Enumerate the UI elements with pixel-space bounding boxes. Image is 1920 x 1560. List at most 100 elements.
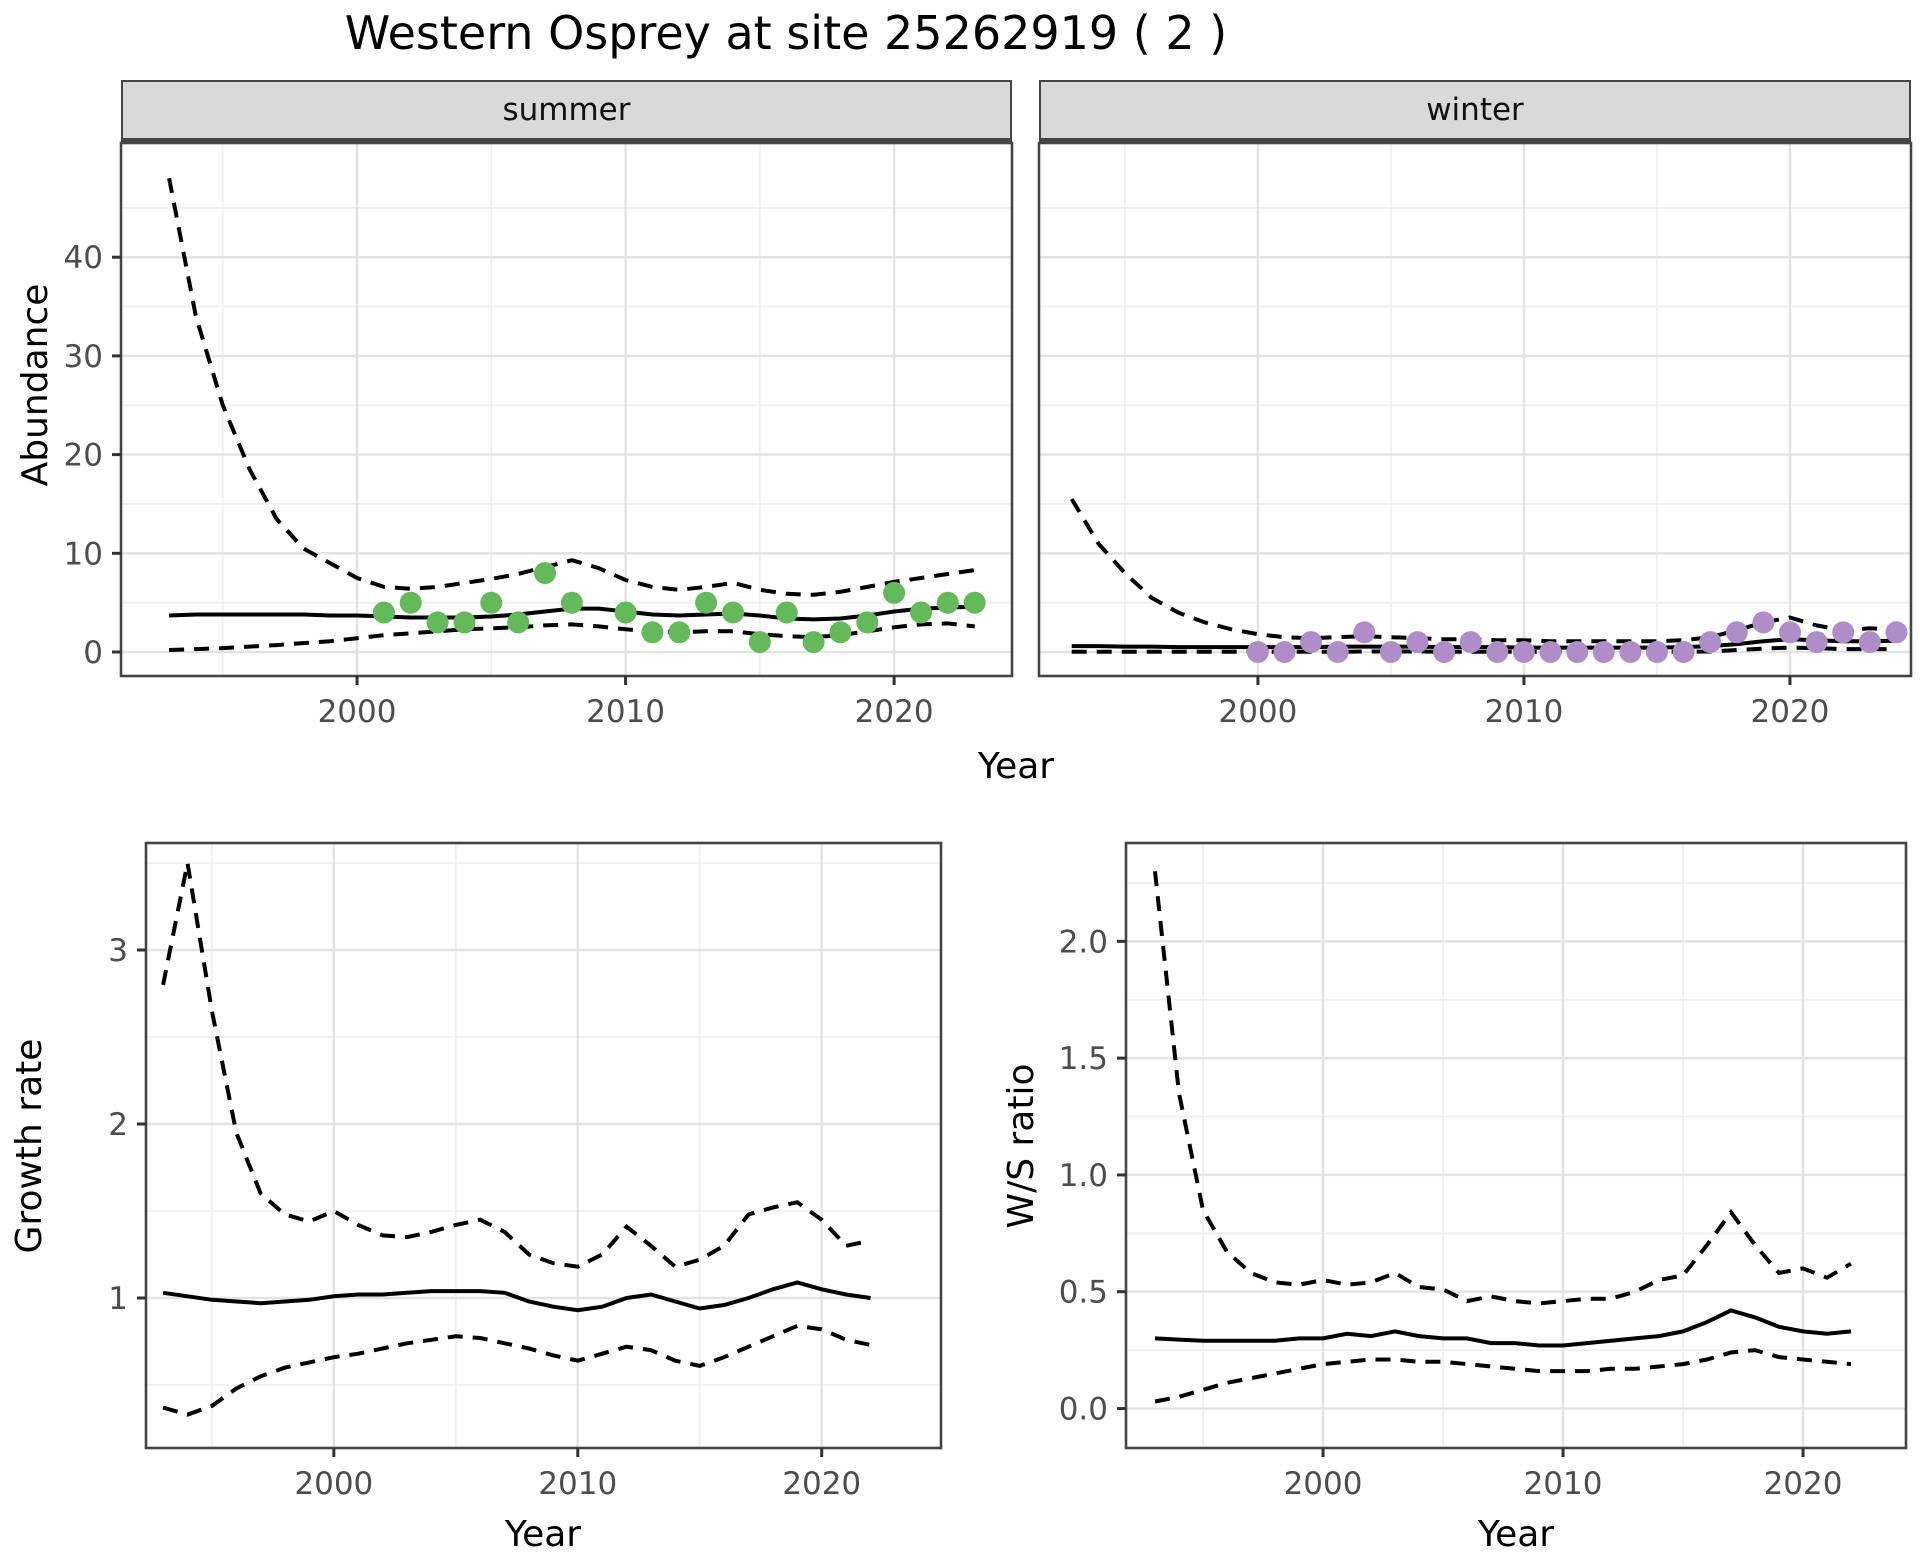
y-tick-label: 0.0: [1059, 1392, 1108, 1428]
data-point: [507, 611, 530, 634]
data-point: [1486, 641, 1509, 663]
panel-ws-ratio: 2000 2010 2020 0.0 0.5 1.0 1.5 2.0: [1059, 841, 1908, 1502]
panel-background: [1039, 143, 1911, 676]
plot-title: Western Osprey at site 25262919 ( 2 ): [344, 6, 1228, 60]
data-point: [1539, 641, 1562, 663]
series-observations: [372, 562, 986, 654]
x-tick-label: 2020: [782, 1466, 861, 1502]
data-point: [856, 611, 879, 634]
panel-abundance-summer: 2000 2010 2020 0 10 20 30 40: [64, 141, 1014, 730]
facet-strip-winter: winter: [1039, 80, 1911, 143]
y-tick-label: 10: [64, 536, 103, 572]
data-point: [1326, 641, 1349, 663]
data-point: [695, 591, 718, 614]
data-point: [1885, 621, 1908, 644]
data-point: [1672, 641, 1695, 663]
x-tick-label: 2020: [855, 694, 934, 730]
series-upper-ci: [167, 177, 975, 597]
data-point: [883, 581, 906, 604]
data-point: [614, 601, 637, 624]
x-tick-label: 2000: [1218, 694, 1297, 730]
data-point: [668, 621, 691, 644]
facet-strip-summer: summer: [121, 80, 1012, 143]
panel-abundance-winter: 2000 2010 2020: [1037, 141, 1913, 730]
data-point: [829, 621, 852, 644]
data-point: [1512, 641, 1535, 663]
data-point: [1459, 631, 1482, 654]
y-axis-title-abundance: Abundance: [15, 283, 56, 487]
data-point: [426, 611, 449, 634]
x-axis-title-growth: Year: [504, 1514, 582, 1555]
data-point: [1406, 631, 1429, 654]
y-tick-label: 1.5: [1059, 1041, 1108, 1077]
data-point: [1752, 611, 1775, 634]
facet-strip-summer-label: summer: [502, 92, 631, 128]
data-point: [1246, 641, 1269, 663]
x-tick-label: 2020: [1764, 1466, 1843, 1502]
data-point: [1433, 641, 1456, 663]
panel-border: [144, 841, 943, 1450]
y-axis-title-ws: W/S ratio: [1001, 1063, 1042, 1229]
data-point: [1353, 621, 1376, 644]
data-point: [748, 631, 771, 654]
series-lower-ci: [169, 621, 975, 652]
x-tick-label: 2020: [1751, 694, 1830, 730]
x-tick-label: 2000: [318, 694, 397, 730]
panel-growth-rate: 2000 2010 2020 1 2 3: [108, 841, 943, 1502]
data-point: [453, 611, 476, 634]
series-upper-ci: [161, 862, 871, 1269]
data-point: [480, 591, 503, 614]
x-tick-label: 2010: [1524, 1466, 1603, 1502]
x-tick-label: 2000: [1284, 1466, 1363, 1502]
y-tick-label: 1.0: [1059, 1158, 1108, 1194]
series-lower-ci: [1154, 1348, 1852, 1404]
x-axis-title-top: Year: [977, 746, 1055, 787]
facet-strip-winter-label: winter: [1426, 92, 1524, 128]
data-point: [641, 621, 664, 644]
series-lower-ci: [1071, 645, 1897, 654]
data-point: [560, 591, 583, 614]
data-point: [1699, 631, 1722, 654]
data-point: [399, 591, 422, 614]
series-fitted: [1154, 1308, 1852, 1348]
data-point: [1379, 641, 1402, 663]
data-point: [1779, 621, 1801, 644]
data-point: [1725, 621, 1748, 644]
x-tick-label: 2010: [538, 1466, 617, 1502]
data-point: [1566, 641, 1589, 663]
panel-border: [119, 141, 1014, 678]
data-point: [802, 631, 825, 654]
series-lower-ci: [162, 1323, 871, 1417]
y-tick-label: 30: [64, 339, 103, 375]
data-point: [1646, 641, 1668, 663]
y-tick-label: 40: [64, 240, 103, 276]
data-point: [1832, 621, 1855, 644]
y-tick-label: 3: [108, 933, 128, 969]
data-point: [1273, 641, 1296, 663]
y-tick-label: 2: [108, 1107, 128, 1143]
data-point: [963, 591, 986, 614]
data-point: [910, 601, 932, 624]
panel-border: [1037, 141, 1913, 678]
data-point: [534, 562, 556, 585]
data-point: [1805, 631, 1828, 654]
y-tick-label: 20: [64, 438, 103, 474]
data-point: [722, 601, 744, 624]
y-axis-title-growth: Growth rate: [9, 1038, 50, 1254]
series-upper-ci: [1153, 871, 1853, 1306]
y-tick-label: 1: [108, 1281, 128, 1317]
data-point: [1592, 641, 1615, 663]
x-tick-label: 2000: [294, 1466, 373, 1502]
x-tick-label: 2010: [1484, 694, 1563, 730]
series-fitted: [1071, 637, 1897, 650]
y-tick-label: 0: [83, 635, 103, 671]
y-tick-label: 0.5: [1059, 1275, 1108, 1311]
y-tick-label: 2.0: [1059, 924, 1108, 960]
data-point: [1858, 631, 1881, 654]
data-point: [372, 601, 395, 624]
series-observations: [1246, 611, 1908, 663]
series-fitted: [162, 1280, 871, 1313]
data-point: [1619, 641, 1642, 663]
